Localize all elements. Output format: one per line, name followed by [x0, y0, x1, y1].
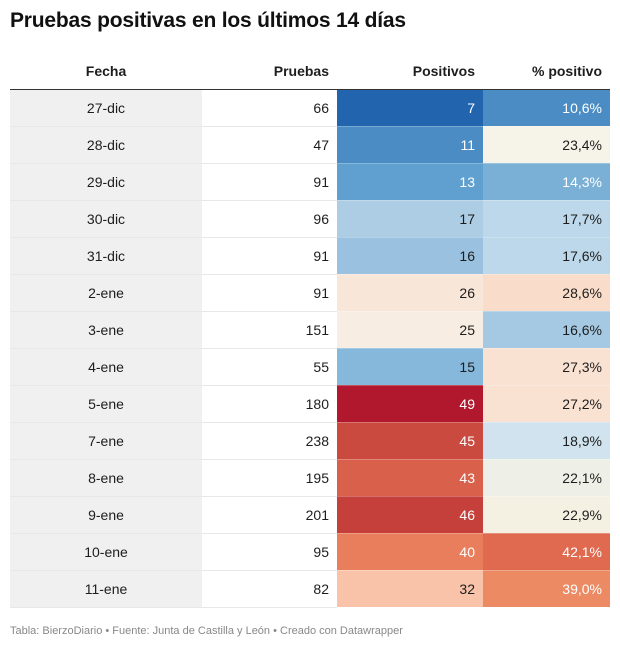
table-row: 9-ene 201 46 22,9% [10, 496, 610, 534]
cell-positivos: 49 [337, 385, 483, 423]
cell-fecha: 10-ene [10, 533, 202, 571]
cell-fecha: 30-dic [10, 200, 202, 238]
footer-credits: Tabla: BierzoDiario • Fuente: Junta de C… [10, 625, 403, 637]
table-row: 30-dic 96 17 17,7% [10, 200, 610, 238]
cell-fecha: 4-ene [10, 348, 202, 386]
cell-pruebas: 82 [202, 570, 337, 608]
column-header-fecha[interactable]: Fecha [10, 53, 202, 90]
table-row: 2-ene 91 26 28,6% [10, 274, 610, 312]
cell-positivos: 43 [337, 459, 483, 497]
table-header-row: Fecha Pruebas Positivos % positivo [10, 53, 610, 90]
cell-pct-positivo: 23,4% [483, 126, 610, 164]
cell-pct-positivo: 17,6% [483, 237, 610, 275]
cell-pruebas: 47 [202, 126, 337, 164]
cell-pct-positivo: 39,0% [483, 570, 610, 608]
table-row: 27-dic 66 7 10,6% [10, 89, 610, 127]
cell-pct-positivo: 22,9% [483, 496, 610, 534]
cell-pruebas: 95 [202, 533, 337, 571]
cell-fecha: 29-dic [10, 163, 202, 201]
cell-fecha: 9-ene [10, 496, 202, 534]
cell-positivos: 15 [337, 348, 483, 386]
cell-pct-positivo: 16,6% [483, 311, 610, 349]
table-row: 3-ene 151 25 16,6% [10, 311, 610, 349]
cell-fecha: 31-dic [10, 237, 202, 275]
cell-fecha: 11-ene [10, 570, 202, 608]
cell-positivos: 17 [337, 200, 483, 238]
table-row: 29-dic 91 13 14,3% [10, 163, 610, 201]
cell-pct-positivo: 28,6% [483, 274, 610, 312]
column-header-positivos[interactable]: Positivos [337, 53, 483, 90]
cell-pct-positivo: 10,6% [483, 89, 610, 127]
cell-pct-positivo: 22,1% [483, 459, 610, 497]
page-title: Pruebas positivas en los últimos 14 días [10, 9, 406, 32]
cell-pruebas: 91 [202, 237, 337, 275]
cell-pruebas: 91 [202, 274, 337, 312]
table-row: 10-ene 95 40 42,1% [10, 533, 610, 571]
cell-pruebas: 180 [202, 385, 337, 423]
cell-pct-positivo: 27,3% [483, 348, 610, 386]
table-row: 4-ene 55 15 27,3% [10, 348, 610, 386]
cell-positivos: 16 [337, 237, 483, 275]
cell-pct-positivo: 18,9% [483, 422, 610, 460]
table-row: 8-ene 195 43 22,1% [10, 459, 610, 497]
cell-pruebas: 201 [202, 496, 337, 534]
cell-pruebas: 55 [202, 348, 337, 386]
table-row: 31-dic 91 16 17,6% [10, 237, 610, 275]
table-row: 5-ene 180 49 27,2% [10, 385, 610, 423]
cell-positivos: 13 [337, 163, 483, 201]
cell-positivos: 26 [337, 274, 483, 312]
cell-pruebas: 96 [202, 200, 337, 238]
cell-fecha: 3-ene [10, 311, 202, 349]
data-table: Fecha Pruebas Positivos % positivo 27-di… [10, 53, 610, 608]
cell-fecha: 2-ene [10, 274, 202, 312]
cell-positivos: 7 [337, 89, 483, 127]
cell-pct-positivo: 27,2% [483, 385, 610, 423]
table-row: 7-ene 238 45 18,9% [10, 422, 610, 460]
cell-positivos: 45 [337, 422, 483, 460]
cell-fecha: 28-dic [10, 126, 202, 164]
cell-fecha: 8-ene [10, 459, 202, 497]
cell-positivos: 40 [337, 533, 483, 571]
cell-positivos: 25 [337, 311, 483, 349]
cell-pruebas: 91 [202, 163, 337, 201]
cell-pruebas: 238 [202, 422, 337, 460]
cell-positivos: 32 [337, 570, 483, 608]
table-row: 11-ene 82 32 39,0% [10, 570, 610, 608]
column-header-pruebas[interactable]: Pruebas [202, 53, 337, 90]
cell-fecha: 5-ene [10, 385, 202, 423]
cell-fecha: 27-dic [10, 89, 202, 127]
cell-positivos: 11 [337, 126, 483, 164]
cell-fecha: 7-ene [10, 422, 202, 460]
cell-pruebas: 195 [202, 459, 337, 497]
column-header-pct-positivo[interactable]: % positivo [483, 53, 610, 90]
cell-pct-positivo: 17,7% [483, 200, 610, 238]
cell-pct-positivo: 14,3% [483, 163, 610, 201]
table-row: 28-dic 47 11 23,4% [10, 126, 610, 164]
cell-pruebas: 151 [202, 311, 337, 349]
cell-pct-positivo: 42,1% [483, 533, 610, 571]
cell-pruebas: 66 [202, 89, 337, 127]
cell-positivos: 46 [337, 496, 483, 534]
